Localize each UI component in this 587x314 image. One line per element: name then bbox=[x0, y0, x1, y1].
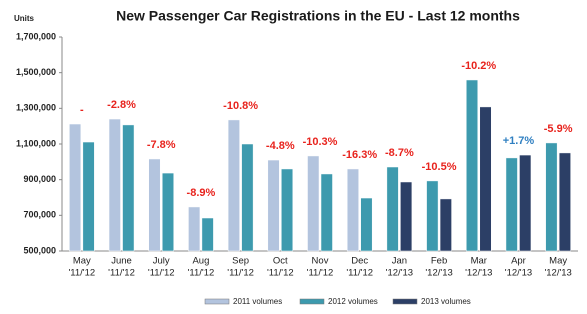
legend-swatch bbox=[204, 298, 230, 305]
x-tick-label: '12/'13 bbox=[505, 268, 532, 279]
y-tick-label: 1,500,000 bbox=[16, 67, 56, 77]
x-tick-label: '11/'12 bbox=[188, 268, 215, 279]
change-label: -10.3% bbox=[303, 136, 338, 148]
x-tick-label: '12/'13 bbox=[386, 268, 413, 279]
y-tick-label: 1,300,000 bbox=[16, 103, 56, 113]
bar bbox=[479, 106, 492, 252]
x-tick-label: Mar bbox=[471, 256, 487, 267]
bar bbox=[360, 197, 373, 252]
bar bbox=[82, 141, 95, 252]
x-tick-label: '11/'12 bbox=[68, 268, 95, 279]
bar bbox=[439, 198, 452, 252]
change-label: -10.8% bbox=[223, 100, 258, 112]
bar bbox=[201, 217, 214, 252]
x-tick-label: Aug bbox=[192, 256, 209, 267]
change-label: +1.7% bbox=[503, 135, 535, 147]
y-tick-label: 500,000 bbox=[23, 245, 56, 255]
bar bbox=[281, 168, 294, 252]
x-tick-label: '11/'12 bbox=[227, 268, 254, 279]
x-tick-label: '12/'13 bbox=[465, 268, 492, 279]
x-tick-label: June bbox=[111, 256, 132, 267]
change-label: -8.7% bbox=[385, 147, 414, 159]
x-tick-label: '11/'12 bbox=[346, 268, 373, 279]
change-label: -16.3% bbox=[342, 149, 377, 161]
bar bbox=[386, 166, 399, 252]
bar bbox=[519, 154, 532, 252]
change-label: -7.8% bbox=[147, 139, 176, 151]
bar bbox=[545, 142, 558, 252]
x-tick-label: Apr bbox=[511, 256, 526, 267]
bar bbox=[108, 118, 121, 252]
bar bbox=[426, 180, 439, 252]
y-tick-label: 1,700,000 bbox=[16, 31, 56, 41]
bar bbox=[188, 206, 201, 252]
legend-swatch bbox=[392, 298, 418, 305]
bar bbox=[227, 119, 240, 252]
x-tick-label: '11/'12 bbox=[307, 268, 334, 279]
change-label: -10.2% bbox=[461, 60, 496, 72]
x-tick-label: '11/'12 bbox=[267, 268, 294, 279]
bar bbox=[161, 172, 174, 252]
x-tick-label: '12/'13 bbox=[544, 268, 571, 279]
change-label: - bbox=[80, 104, 84, 116]
legend-label: 2012 volumes bbox=[328, 297, 378, 306]
x-tick-label: '11/'12 bbox=[108, 268, 135, 279]
y-axis-label: Units bbox=[14, 14, 35, 23]
change-label: -8.9% bbox=[187, 187, 216, 199]
bar bbox=[267, 159, 280, 252]
legend-swatch bbox=[299, 298, 325, 305]
bar bbox=[466, 79, 479, 252]
bar bbox=[122, 124, 135, 252]
bar bbox=[307, 155, 320, 252]
bar bbox=[69, 123, 82, 252]
x-tick-label: '12/'13 bbox=[425, 268, 452, 279]
change-label: -2.8% bbox=[107, 99, 136, 111]
y-tick-label: 1,100,000 bbox=[16, 138, 56, 148]
bar bbox=[241, 143, 254, 252]
change-label: -4.8% bbox=[266, 140, 295, 152]
x-tick-label: Oct bbox=[273, 256, 288, 267]
x-tick-label: Nov bbox=[312, 256, 329, 267]
x-tick-label: Sep bbox=[232, 256, 249, 267]
y-tick-label: 700,000 bbox=[23, 210, 56, 220]
bar bbox=[558, 152, 571, 252]
legend-label: 2011 volumes bbox=[233, 297, 282, 306]
bar bbox=[148, 158, 161, 252]
x-tick-label: Jan bbox=[392, 256, 407, 267]
x-tick-label: July bbox=[153, 256, 170, 267]
change-label: -5.9% bbox=[544, 123, 573, 135]
x-tick-label: '11/'12 bbox=[148, 268, 175, 279]
bar bbox=[346, 168, 359, 252]
bar bbox=[505, 157, 518, 252]
x-tick-label: May bbox=[73, 256, 91, 267]
x-tick-label: Feb bbox=[431, 256, 447, 267]
legend-label: 2013 volumes bbox=[421, 297, 471, 306]
y-tick-label: 900,000 bbox=[23, 174, 56, 184]
bar bbox=[400, 181, 413, 252]
x-tick-label: Dec bbox=[351, 256, 368, 267]
change-label: -10.5% bbox=[422, 161, 457, 173]
chart-title: New Passenger Car Registrations in the E… bbox=[116, 8, 520, 24]
bar bbox=[320, 173, 333, 252]
x-tick-label: May bbox=[549, 256, 567, 267]
